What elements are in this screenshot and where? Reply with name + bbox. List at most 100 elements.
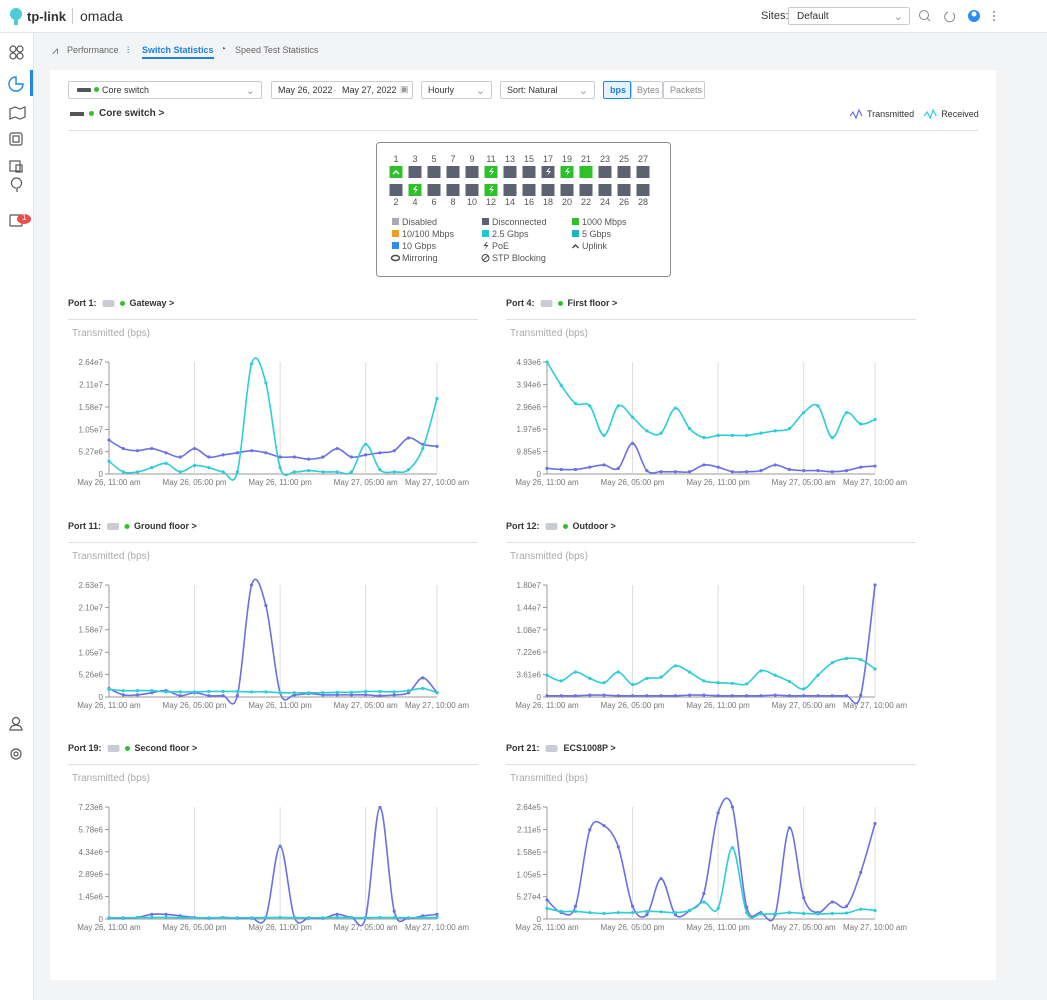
x-tick-label: May 27, 10:00 am [405, 923, 469, 932]
x-tick-label: May 26, 05:00 pm [601, 478, 665, 487]
data-point [221, 916, 225, 920]
y-tick-label: 1.45e6 [79, 893, 104, 902]
data-point [787, 826, 792, 830]
site-select[interactable]: Default ⌄ [788, 7, 910, 25]
data-point [659, 877, 663, 881]
series-legend: Transmitted Received [850, 108, 979, 120]
legend-label: Transmitted [867, 109, 914, 119]
data-point [107, 459, 111, 463]
data-point [192, 689, 197, 693]
port-label: Port 21: [506, 743, 540, 753]
data-point [830, 436, 834, 440]
data-point [873, 464, 877, 468]
port-number: 20 [562, 197, 572, 207]
device-icon [107, 745, 120, 752]
data-point [659, 693, 663, 697]
logo-text: tp-link [27, 9, 66, 24]
device-value: Core switch [102, 85, 150, 95]
data-point [702, 900, 706, 904]
data-point [702, 693, 706, 697]
port [389, 166, 403, 178]
tab[interactable]: Speed Test Statistics [235, 45, 319, 55]
header-icons[interactable] [918, 9, 998, 25]
stp-icon [482, 255, 489, 261]
port-number: 22 [581, 197, 591, 207]
unit-button[interactable]: Packets [663, 81, 705, 99]
data-point [702, 436, 706, 440]
data-point [278, 466, 282, 470]
unit-label: bps [610, 85, 627, 95]
data-point [873, 821, 877, 826]
chart-panel: Port 4: First floor > Transmitted (bps) 0 9.… [506, 298, 916, 487]
data-point [164, 461, 168, 465]
chart-panel: Port 11: Ground floor > Transmitted (bps) 0… [68, 521, 478, 710]
port-number: 7 [450, 154, 455, 164]
data-point [645, 913, 649, 917]
y-tick-label: 1.58e7 [79, 403, 104, 412]
data-point [150, 915, 154, 920]
port-number: 4 [412, 197, 417, 207]
data-point [321, 470, 325, 474]
data-point [787, 693, 792, 697]
data-point [207, 455, 211, 459]
data-point [221, 689, 225, 693]
data-point [688, 693, 692, 697]
data-point [588, 693, 592, 697]
sort-select[interactable]: Sort: Natural ⌄ [500, 81, 595, 99]
chevron: ⌄ [475, 85, 485, 97]
data-point [802, 693, 806, 697]
port-legend-label: Disabled [402, 217, 437, 227]
data-point [745, 433, 749, 437]
data-point [816, 468, 820, 473]
port-number: 9 [469, 154, 474, 164]
device-select[interactable]: Core switch ⌄ [68, 81, 262, 99]
data-point [645, 676, 649, 680]
data-point [545, 906, 549, 910]
x-tick-label: May 27, 10:00 am [843, 701, 907, 710]
data-point [121, 446, 125, 451]
date-range[interactable]: May 26, 2022- May 27, 2022 ▣ [271, 81, 413, 99]
data-point [645, 909, 649, 913]
data-point [745, 911, 749, 915]
chevron: ⌄ [893, 11, 903, 23]
port-number: 2 [393, 197, 398, 207]
port-legend-label: Disconnected [492, 217, 547, 227]
data-point [759, 468, 763, 473]
x-tick-label: May 26, 11:00 pm [248, 701, 312, 710]
port-legend-label: 10/100 Mbps [402, 229, 455, 239]
unit-button[interactable]: Bytes [631, 81, 663, 99]
data-point [378, 468, 382, 472]
x-tick-label: May 27, 05:00 am [334, 923, 398, 932]
data-point [844, 656, 849, 660]
device-title[interactable]: Core switch > [99, 108, 165, 119]
device-icon [545, 745, 558, 752]
port [446, 166, 460, 178]
data-point [745, 681, 749, 686]
data-point [378, 693, 382, 697]
sidebar-icons[interactable] [0, 40, 33, 770]
device-name: First floor > [568, 298, 618, 308]
data-point [435, 915, 439, 920]
port [427, 166, 441, 178]
tab-active[interactable]: Switch Statistics [142, 45, 214, 59]
data-point [406, 436, 411, 440]
data-point [107, 438, 111, 442]
legend-swatch [482, 230, 489, 237]
data-point [378, 805, 382, 810]
data-point [207, 916, 211, 920]
y-axis-label: Transmitted (bps) [72, 773, 150, 784]
tab[interactable]: Performance [67, 45, 119, 55]
port-legend-label: Uplink [582, 241, 608, 251]
x-tick-label: May 26, 11:00 am [515, 701, 579, 710]
unit-button-active[interactable]: bps [603, 81, 631, 99]
data-point [659, 910, 663, 914]
y-tick-label: 1.58e5 [517, 848, 542, 857]
y-tick-label: 5.78e6 [79, 825, 104, 834]
port-label: Port 11: [68, 521, 101, 531]
interval-select[interactable]: Hourly ⌄ [421, 81, 492, 99]
data-point [616, 466, 620, 470]
x-tick-label: May 26, 11:00 pm [248, 478, 312, 487]
y-tick-label: 2.63e7 [79, 581, 104, 590]
data-point [264, 689, 268, 693]
data-point [688, 470, 692, 474]
